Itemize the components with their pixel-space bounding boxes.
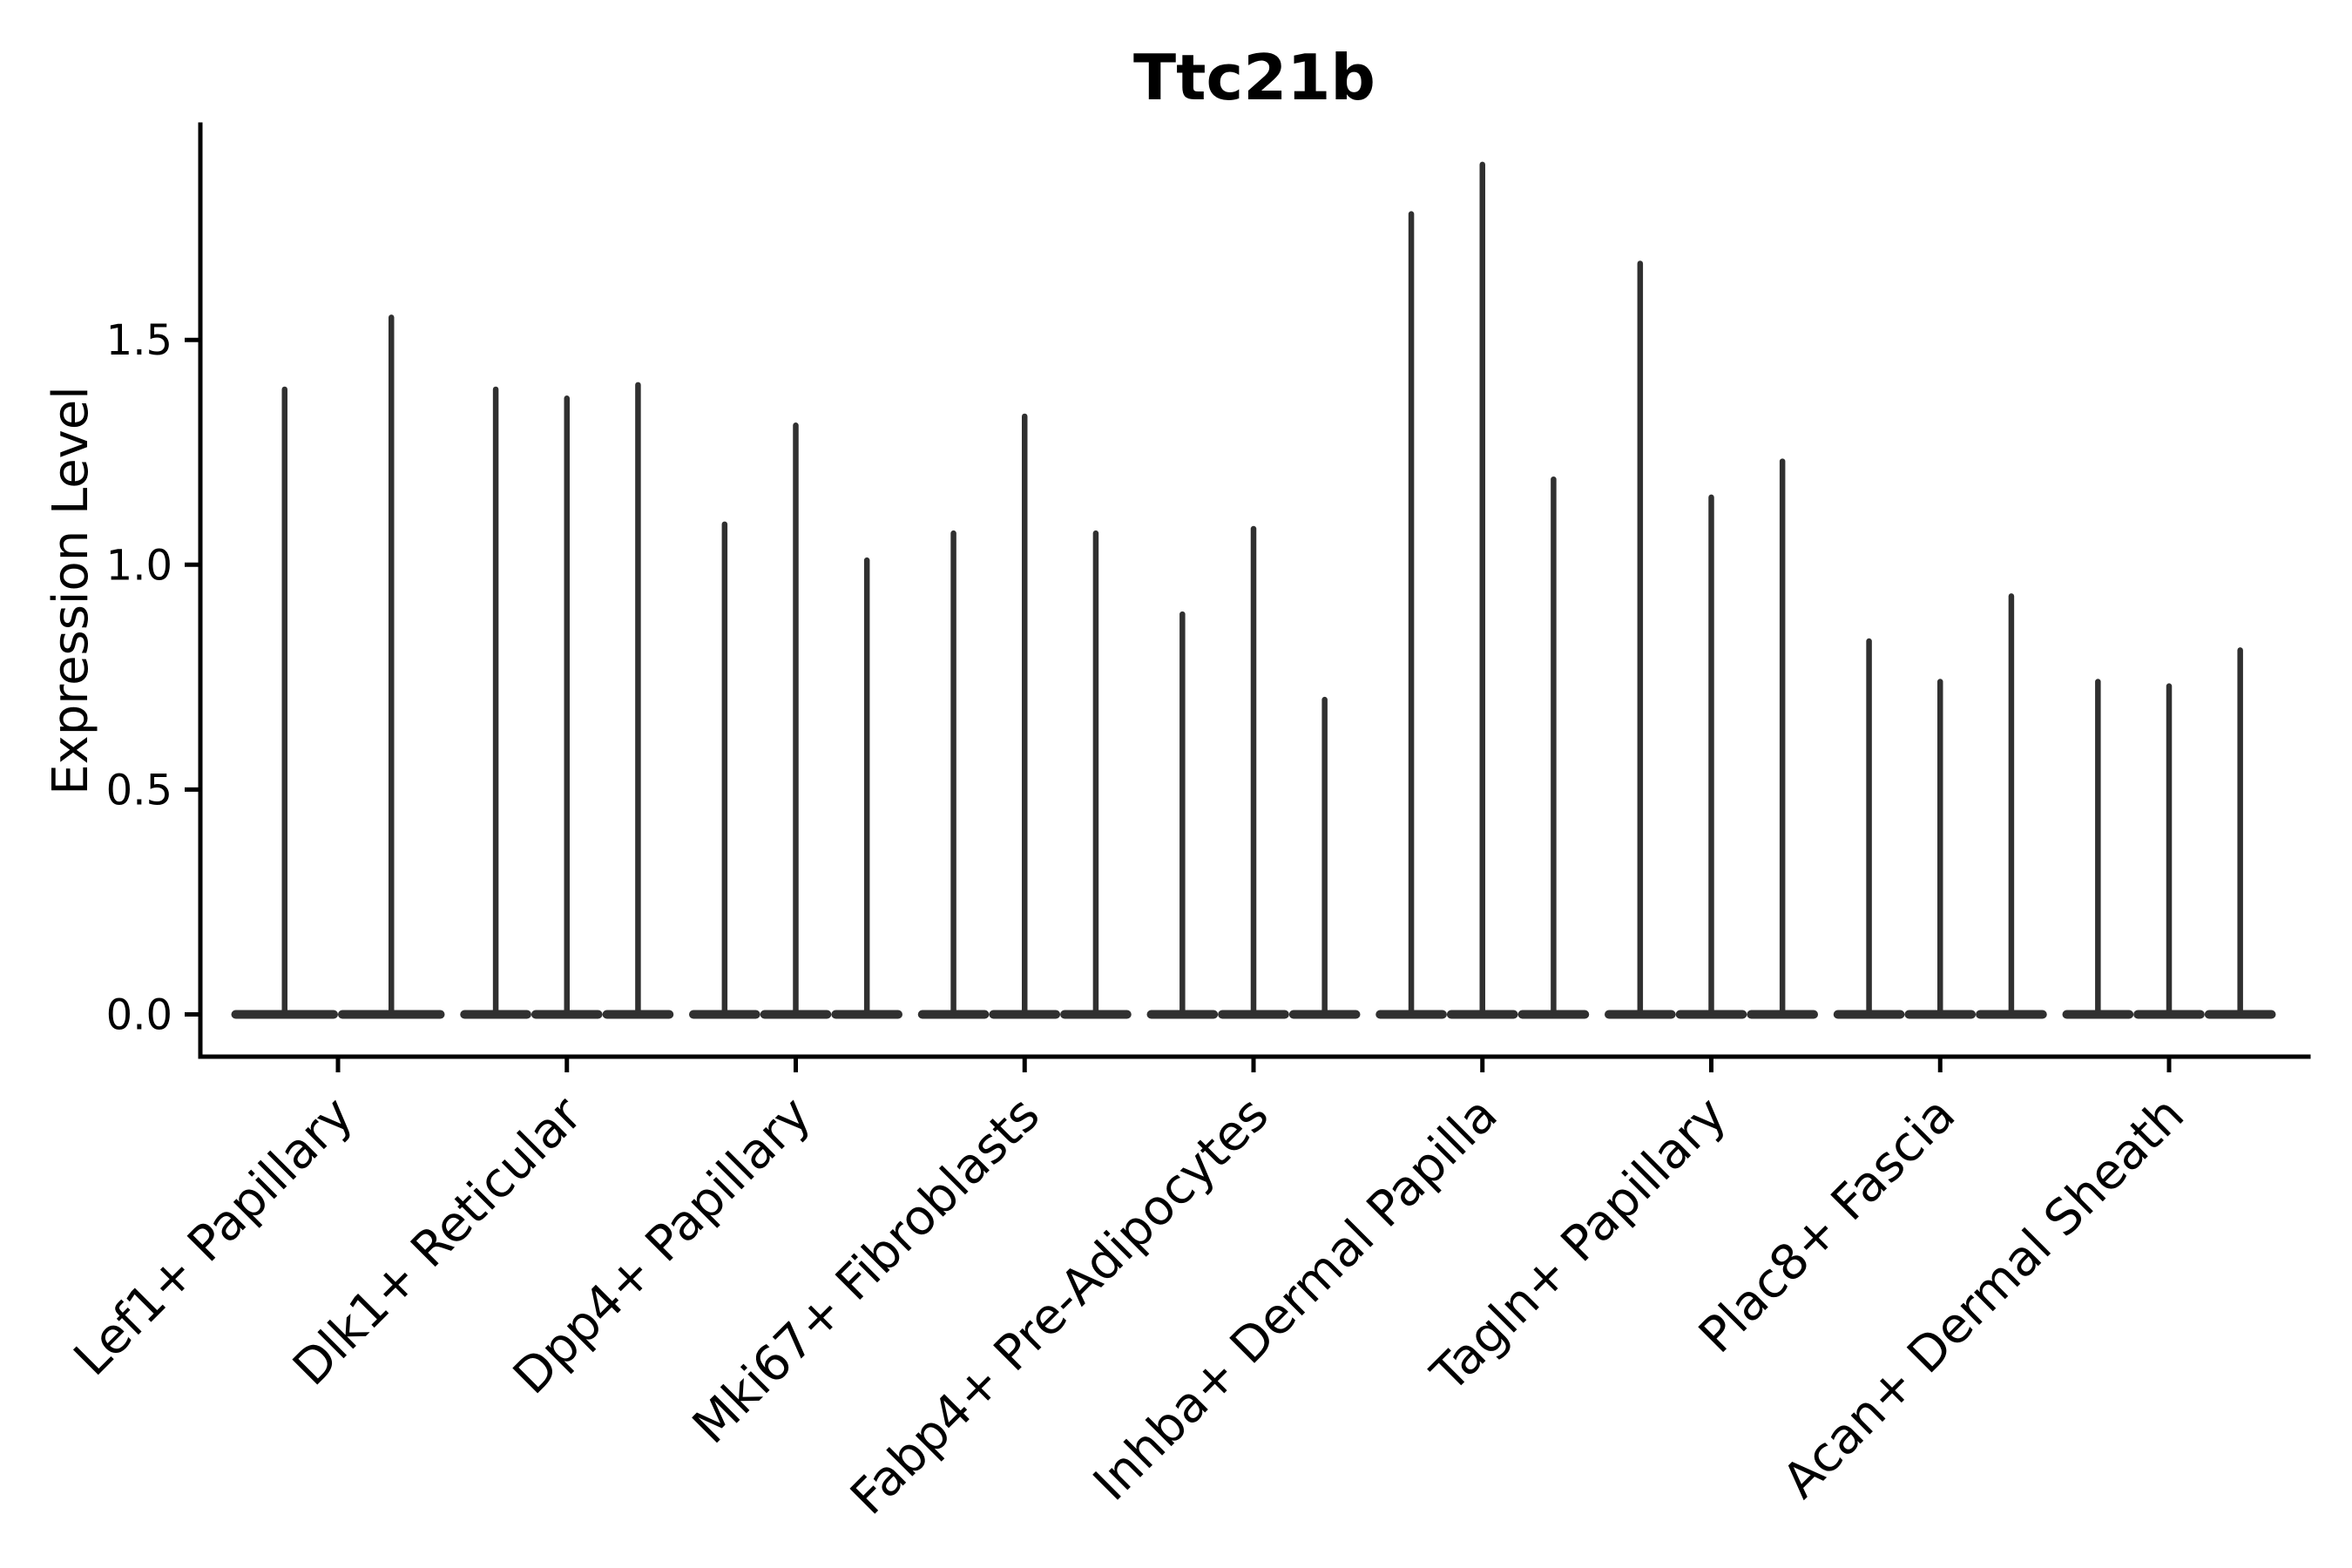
violin-group xyxy=(1146,525,1361,1019)
violin-group xyxy=(1833,593,2047,1019)
y-axis-ticks: 0.0 0.5 1.0 1.5 xyxy=(106,316,200,1040)
violins-layer xyxy=(231,161,2276,1019)
y-tick-label: 0.0 xyxy=(106,991,172,1040)
violin-group xyxy=(231,314,445,1019)
x-tick-label: Acan+ Dermal Sheath xyxy=(1772,1086,2195,1510)
violin-group xyxy=(917,413,1132,1019)
y-axis-label: Expression Level xyxy=(43,386,99,795)
violin-group xyxy=(1605,260,1818,1019)
y-tick-label: 0.5 xyxy=(106,766,172,814)
violin-group xyxy=(1375,161,1590,1019)
y-tick-label: 1.5 xyxy=(106,316,172,365)
y-tick-label: 1.0 xyxy=(106,541,172,590)
violin-group xyxy=(460,382,674,1019)
x-tick-label: Inhba+ Dermal Papilla xyxy=(1083,1086,1509,1512)
violin-group xyxy=(2062,647,2276,1019)
x-tick-label: Fabp4+ Pre-Adipocytes xyxy=(840,1086,1280,1526)
plot-title: Ttc21b xyxy=(1133,41,1375,114)
violin-group xyxy=(689,422,902,1019)
axes-spines xyxy=(198,122,2311,1059)
